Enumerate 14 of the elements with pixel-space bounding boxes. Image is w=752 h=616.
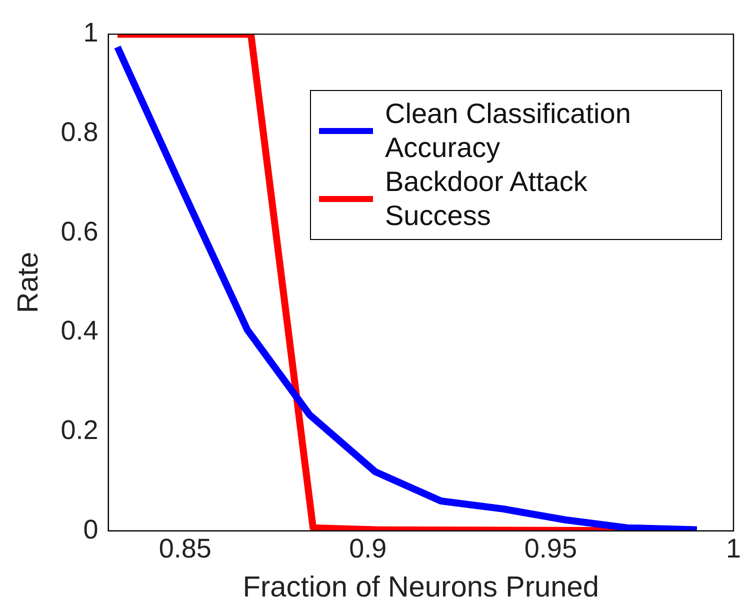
x-tick-label: 0.9 [349, 533, 387, 564]
y-tick-label: 0.4 [60, 316, 98, 346]
x-tick-label: 1 [726, 533, 742, 564]
y-tick-label: 0.2 [60, 414, 98, 445]
y-tick-label: 0.6 [60, 216, 98, 246]
x-tick-label: 0.95 [524, 533, 577, 564]
y-tick-label: 0.8 [60, 116, 98, 147]
y-tick-label: 1 [83, 18, 98, 48]
legend-label: Clean Classification Accuracy [385, 97, 632, 165]
legend-label: Backdoor Attack Success [385, 165, 588, 233]
y-tick-label: 0 [83, 514, 98, 544]
x-axis-title: Fraction of Neurons Pruned [242, 572, 600, 604]
y-axis-title: Rate [12, 252, 44, 314]
x-tick-label: 0.85 [158, 533, 212, 564]
